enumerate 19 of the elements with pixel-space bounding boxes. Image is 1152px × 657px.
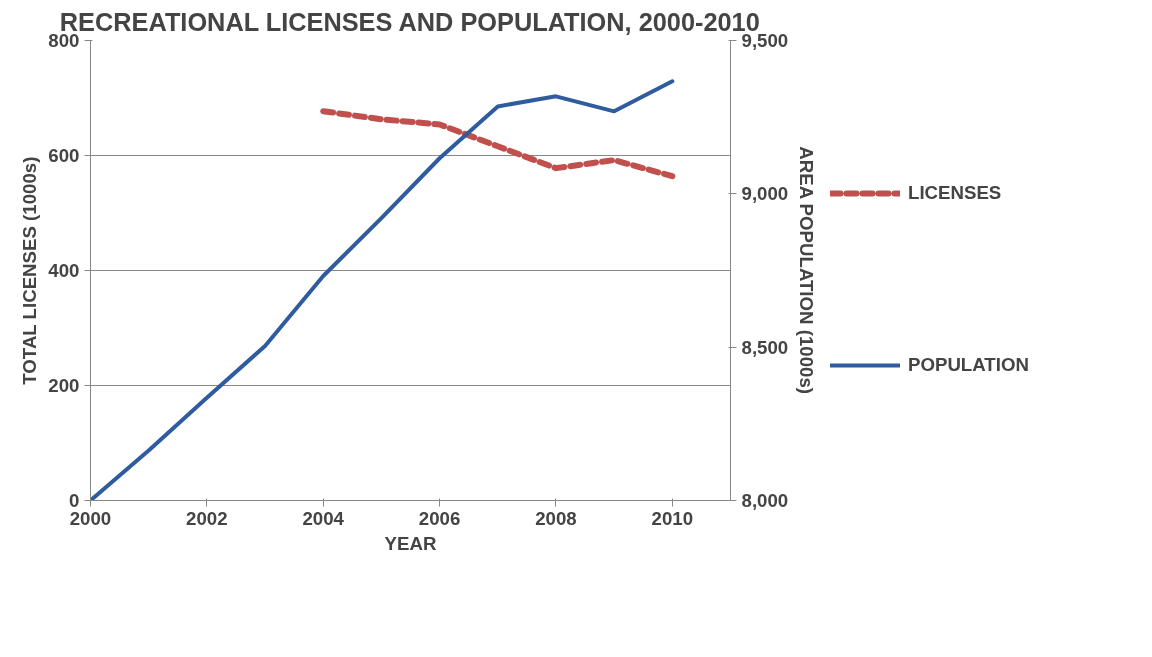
y-tick-label: 400 (48, 260, 80, 281)
y-axis-title: TOTAL LICENSES (1000s) (19, 156, 41, 385)
y2-tick-label: 9,500 (741, 30, 789, 51)
x-tick-label: 2002 (186, 507, 228, 529)
y-tick-label: 800 (48, 30, 80, 51)
legend-label: POPULATION (908, 354, 1029, 376)
y2-tick-label: 8,500 (741, 336, 789, 358)
x-axis-title: YEAR (384, 532, 437, 554)
x-tick-label: 2008 (535, 507, 577, 529)
x-tick-label: 2010 (651, 507, 694, 529)
x-tick-label: 2006 (418, 507, 461, 529)
legend-label: LICENSES (908, 182, 1002, 204)
y2-axis-title: AREA POPULATION (1000s) (796, 146, 818, 395)
y-tick-label: 200 (48, 375, 80, 396)
y2-tick-label: 9,000 (741, 183, 789, 205)
line-series (90, 79, 675, 501)
y-tick-label: 600 (48, 145, 80, 166)
y2-tick-label: 8,000 (741, 490, 789, 511)
x-tick-label: 2004 (302, 507, 345, 529)
